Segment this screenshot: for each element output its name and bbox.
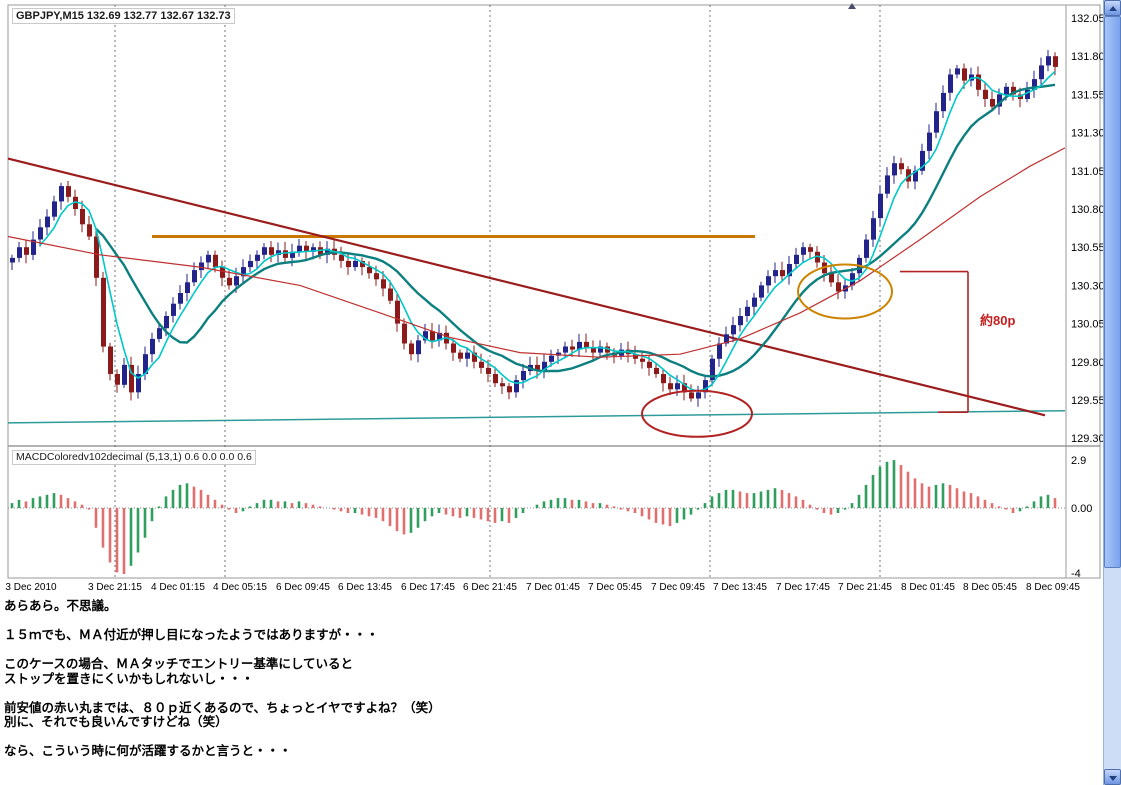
pips-annotation-label: 約80p <box>980 313 1016 328</box>
commentary-line: 別に、それでも良いんですけどね（笑） <box>4 715 228 729</box>
slow-moving-average <box>7 147 1066 358</box>
macd-histogram <box>10 460 1057 574</box>
svg-text:130.55: 130.55 <box>1071 242 1105 254</box>
scrollbar-thumb[interactable] <box>1104 16 1121 568</box>
svg-text:130.30: 130.30 <box>1071 280 1105 292</box>
time-axis: 3 Dec 2010 3 Dec 21:15 4 Dec 01:15 4 Dec 05… <box>0 582 1100 597</box>
time-axis-label: 7 Dec 17:45 <box>776 582 830 593</box>
svg-text:-4: -4 <box>1071 568 1081 580</box>
svg-text:129.80: 129.80 <box>1071 357 1105 369</box>
commentary-line: ストップを置きにくいかもしれないし・・・ <box>4 671 254 686</box>
time-axis-label: 6 Dec 09:45 <box>276 582 330 593</box>
time-axis-label: 6 Dec 17:45 <box>401 582 455 593</box>
time-axis-label: 4 Dec 01:15 <box>151 582 205 593</box>
time-axis-label: 3 Dec 2010 <box>5 582 57 593</box>
time-axis-label: 6 Dec 13:45 <box>338 582 392 593</box>
svg-text:131.30: 131.30 <box>1071 128 1105 140</box>
svg-text:132.05: 132.05 <box>1071 13 1105 25</box>
macd-indicator-label: MACDColoredv102decimal (5,13,1) 0.6 0.0 … <box>12 450 256 465</box>
chart-scroll-marker-icon <box>848 3 856 9</box>
time-axis-label: 8 Dec 01:45 <box>901 582 955 593</box>
scrollbar-up-button[interactable] <box>1104 0 1121 16</box>
svg-text:131.80: 131.80 <box>1071 51 1105 63</box>
time-axis-label: 7 Dec 21:45 <box>838 582 892 593</box>
time-axis-label: 7 Dec 05:45 <box>588 582 642 593</box>
chart-annotations <box>7 157 1066 424</box>
time-axis-label: 7 Dec 13:45 <box>713 582 767 593</box>
day-separators <box>114 5 881 578</box>
commentary-line: あらあら。不思議。 <box>4 599 117 613</box>
chart-symbol-title: GBPJPY,M15 132.69 132.77 132.67 132.73 <box>12 8 235 24</box>
red-ellipse-annotation <box>641 389 753 438</box>
time-axis-label: 8 Dec 09:45 <box>1026 582 1080 593</box>
vertical-scrollbar[interactable] <box>1103 0 1121 785</box>
svg-text:129.30: 129.30 <box>1071 433 1105 445</box>
descending-trendline <box>7 157 1046 417</box>
svg-text:129.55: 129.55 <box>1071 395 1105 407</box>
svg-text:131.55: 131.55 <box>1071 89 1105 101</box>
commentary-line: このケースの場合、ＭＡタッチでエントリー基準にしていると <box>4 657 354 671</box>
svg-text:130.05: 130.05 <box>1071 319 1105 331</box>
commentary-line: 前安値の赤い丸までは、８０ｐ近くあるので、ちょっとイヤですよね？（笑） <box>4 700 441 715</box>
time-axis-label: 3 Dec 21:15 <box>88 582 142 593</box>
up-arrow-icon <box>1109 6 1117 11</box>
commentary-text: あらあら。不思議。 １５ｍでも、ＭＡ付近が押し目になったようではありますが・・・… <box>4 599 441 759</box>
svg-text:0.00: 0.00 <box>1071 503 1092 515</box>
down-arrow-icon <box>1109 776 1117 781</box>
time-axis-label: 8 Dec 05:45 <box>963 582 1017 593</box>
fast-moving-average <box>39 70 1056 392</box>
time-axis-label: 4 Dec 05:15 <box>213 582 267 593</box>
chart-canvas[interactable]: 132.05 131.80 131.55 131.30 131.05 130.80 130.… <box>0 0 1121 580</box>
time-axis-label: 7 Dec 09:45 <box>651 582 705 593</box>
chart-frame <box>7 4 1101 579</box>
pips-bracket <box>900 270 969 414</box>
support-line <box>7 409 1066 424</box>
commentary-line: なら、こういう時に何が活躍するかと言うと・・・ <box>4 744 292 758</box>
commentary-line: １５ｍでも、ＭＡ付近が押し目になったようではありますが・・・ <box>4 628 379 642</box>
candlesticks <box>10 50 1058 407</box>
time-axis-label: 7 Dec 01:45 <box>526 582 580 593</box>
svg-text:130.80: 130.80 <box>1071 204 1105 216</box>
svg-text:2.9: 2.9 <box>1071 455 1086 467</box>
svg-text:131.05: 131.05 <box>1071 166 1105 178</box>
orange-ellipse-annotation <box>797 263 893 320</box>
time-axis-label: 6 Dec 21:45 <box>463 582 517 593</box>
mid-moving-average <box>95 83 1056 378</box>
scrollbar-down-button[interactable] <box>1104 769 1121 785</box>
